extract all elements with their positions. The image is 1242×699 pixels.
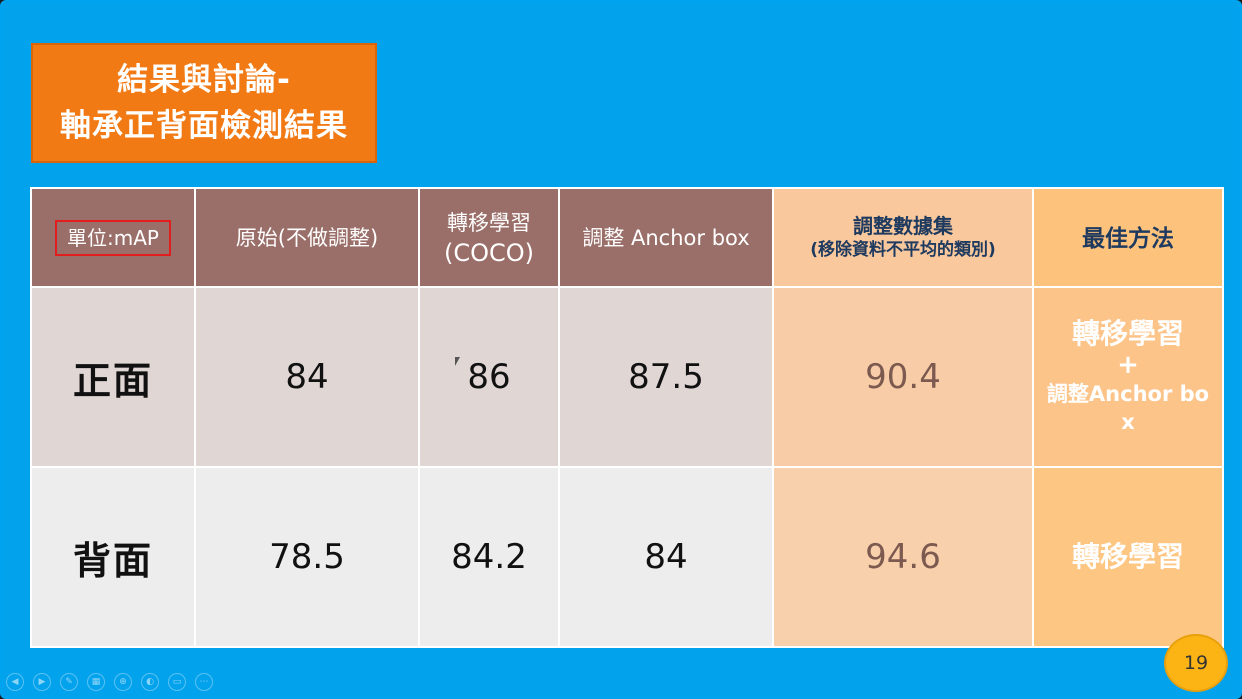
cell-back-transfer: 84.2 xyxy=(418,466,560,648)
cell-back-best: 轉移學習 xyxy=(1032,466,1224,648)
row-label-front: 正面 xyxy=(30,286,196,468)
page-number-badge: 19 xyxy=(1164,634,1228,692)
results-table: 單位:mAP 原始(不做調整) 轉移學習 (COCO) 調整 Anchor bo… xyxy=(30,187,1224,648)
table-row: 正面 84 86 87.5 90.4 轉移學習 + 調整Anchor bo x xyxy=(30,286,1224,468)
header-best-label: 最佳方法 xyxy=(1082,226,1174,252)
header-best-method: 最佳方法 xyxy=(1032,187,1224,288)
header-original: 原始(不做調整) xyxy=(194,187,420,288)
mouse-cursor-icon xyxy=(455,357,460,366)
cell-front-anchor: 87.5 xyxy=(558,286,774,468)
unit-header-cell: 單位:mAP xyxy=(30,187,196,288)
front-best-line-4: x xyxy=(1121,410,1135,434)
cell-back-original: 78.5 xyxy=(194,466,420,648)
header-anchor-box: 調整 Anchor box xyxy=(558,187,774,288)
more-icon[interactable]: ⋯ xyxy=(195,673,213,691)
unit-label: 單位:mAP xyxy=(55,219,171,256)
cell-front-original: 84 xyxy=(194,286,420,468)
next-icon[interactable]: ▶ xyxy=(33,673,51,691)
cell-back-anchor: 84 xyxy=(558,466,774,648)
table-header-row: 單位:mAP 原始(不做調整) 轉移學習 (COCO) 調整 Anchor bo… xyxy=(30,187,1224,288)
front-best-line-2: + xyxy=(1117,350,1139,380)
front-best-line-3: 調整Anchor bo xyxy=(1046,382,1210,406)
title-line-1: 結果與討論- xyxy=(117,62,291,98)
blank-icon[interactable]: ◐ xyxy=(141,673,159,691)
header-dataset-line-2: (移除資料不平均的類別) xyxy=(810,239,996,260)
slides-icon[interactable]: ▦ xyxy=(87,673,105,691)
header-transfer-learning: 轉移學習 (COCO) xyxy=(418,187,560,288)
prev-icon[interactable]: ◀ xyxy=(6,673,24,691)
cell-front-transfer: 86 xyxy=(418,286,560,468)
slide-title: 結果與討論- 軸承正背面檢測結果 xyxy=(31,43,377,163)
back-best-line-1: 轉移學習 xyxy=(1071,540,1184,573)
front-best-line-1: 轉移學習 xyxy=(1071,317,1184,350)
zoom-icon[interactable]: ⊕ xyxy=(114,673,132,691)
title-line-2: 軸承正背面檢測結果 xyxy=(60,108,348,144)
header-dataset: 調整數據集 (移除資料不平均的類別) xyxy=(772,187,1034,288)
cell-back-dataset: 94.6 xyxy=(772,466,1034,648)
header-dataset-line-1: 調整數據集 xyxy=(853,213,953,238)
subtitle-icon[interactable]: ▭ xyxy=(168,673,186,691)
slideshow-toolbar: ◀ ▶ ✎ ▦ ⊕ ◐ ▭ ⋯ xyxy=(6,671,213,693)
header-transfer-line-1: 轉移學習 xyxy=(447,210,531,235)
cell-front-dataset: 90.4 xyxy=(772,286,1034,468)
cell-front-best: 轉移學習 + 調整Anchor bo x xyxy=(1032,286,1224,468)
header-transfer-line-2: (COCO) xyxy=(443,238,535,267)
pen-icon[interactable]: ✎ xyxy=(60,673,78,691)
table-row: 背面 78.5 84.2 84 94.6 轉移學習 xyxy=(30,466,1224,648)
row-label-back: 背面 xyxy=(30,466,196,648)
